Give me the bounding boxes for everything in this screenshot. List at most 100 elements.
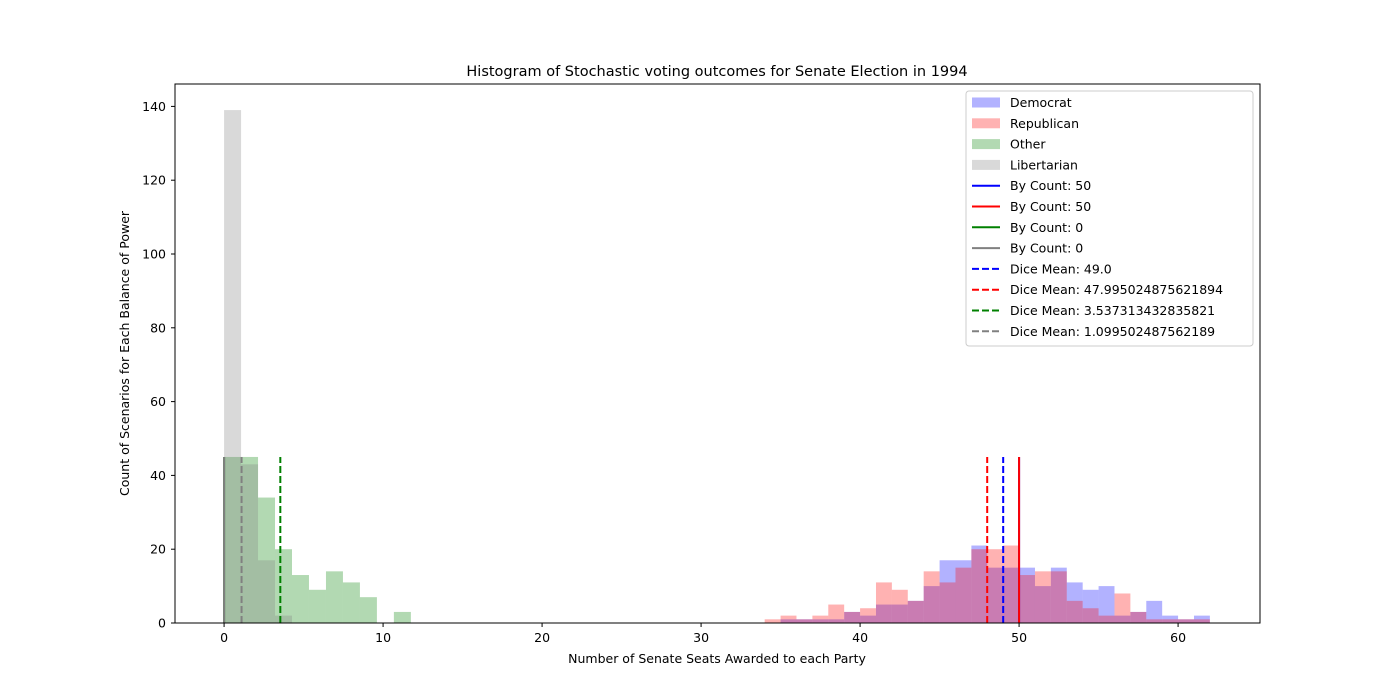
histogram-bar (1003, 567, 1020, 623)
histogram-bar (875, 604, 892, 623)
histogram-bar (1193, 619, 1210, 623)
histogram-bar (1050, 571, 1067, 623)
histogram-bar (955, 560, 972, 623)
y-tick-label: 0 (158, 616, 166, 631)
histogram-bar (1082, 608, 1099, 623)
histogram-bar (891, 604, 908, 623)
histogram-bar (241, 456, 259, 623)
legend-label: By Count: 50 (1010, 199, 1091, 214)
histogram-bar (342, 582, 360, 623)
histogram-bar (796, 619, 813, 623)
legend-swatch (972, 139, 1000, 150)
histogram-bar (1034, 586, 1051, 623)
histogram-bar (1146, 619, 1163, 623)
histogram-bar (907, 600, 924, 623)
legend-label: Libertarian (1010, 157, 1078, 172)
histogram-bar (828, 619, 845, 623)
histogram-bar (224, 110, 242, 623)
y-axis: 0 20 40 60 80 100 120 140 (142, 99, 175, 631)
series-democrat (780, 545, 1210, 623)
histogram-bar (971, 545, 988, 623)
histogram-bar (828, 604, 845, 623)
legend-label: By Count: 0 (1010, 220, 1083, 235)
legend-label: Other (1010, 137, 1046, 152)
histogram-bar (1098, 615, 1115, 623)
x-tick-label: 60 (1170, 630, 1186, 645)
axes-frame (174, 83, 1261, 624)
histogram-bar (844, 611, 861, 623)
x-tick-label: 30 (693, 630, 709, 645)
histogram-bar (258, 560, 276, 623)
x-axis-label: Number of Senate Seats Awarded to each P… (568, 651, 866, 666)
histogram-bar (860, 608, 876, 623)
histogram-bar (1019, 567, 1035, 623)
histogram-bar (987, 567, 1004, 623)
histogram-bar (1066, 582, 1083, 623)
histogram-bar (1130, 611, 1147, 623)
x-tick-label: 0 (220, 630, 228, 645)
y-tick-label: 40 (150, 468, 166, 483)
histogram-bar (1082, 589, 1099, 623)
histogram-bar (1066, 600, 1083, 623)
y-tick-label: 60 (150, 394, 166, 409)
histogram-bar (275, 615, 292, 623)
histogram-bar (1178, 619, 1194, 623)
histogram-bar (275, 549, 292, 623)
y-tick-label: 100 (142, 247, 166, 262)
histogram-bar (955, 567, 972, 623)
histogram-bar (1114, 593, 1131, 623)
histogram-bar (764, 619, 781, 623)
legend-label: Republican (1010, 116, 1079, 131)
histogram-bar (971, 549, 988, 623)
legend-swatch (972, 118, 1000, 129)
histogram-bar (939, 582, 956, 623)
histogram-bar (1130, 611, 1147, 623)
histogram-bar (1098, 586, 1115, 623)
x-tick-label: 50 (1011, 630, 1027, 645)
histogram-bar (224, 456, 242, 623)
histogram-bar (812, 619, 829, 623)
y-tick-label: 120 (142, 173, 166, 188)
histogram-bar (1178, 619, 1194, 623)
histogram-bar (891, 589, 908, 623)
series-republican (764, 545, 1210, 623)
histogram-bar (308, 589, 326, 623)
histogram-bar (812, 615, 829, 623)
y-tick-label: 80 (150, 320, 166, 335)
histogram-bar (292, 575, 309, 623)
legend-label: By Count: 50 (1010, 178, 1091, 193)
histogram-bar (796, 619, 813, 623)
chart-title: Histogram of Stochastic voting outcomes … (466, 64, 967, 80)
histogram-bar (1193, 615, 1210, 623)
legend-swatch (972, 159, 1000, 170)
x-tick-label: 20 (534, 630, 550, 645)
histogram-bar (1003, 545, 1020, 623)
y-axis-label: Count of Scenarios for Each Balance of P… (117, 210, 132, 496)
histogram-bar (258, 497, 276, 623)
x-axis: 0 10 20 30 40 50 60 (220, 623, 1186, 645)
histogram-bar (907, 600, 924, 623)
histogram-bar (923, 571, 940, 623)
histogram-bar (241, 464, 259, 623)
histogram-bar (923, 586, 940, 623)
legend-swatch (972, 97, 1000, 108)
series-libertarian (224, 110, 292, 623)
histogram-bar (987, 549, 1004, 623)
plot-area (223, 110, 1210, 623)
legend-label: Dice Mean: 49.0 (1010, 261, 1112, 276)
legend-label: Dice Mean: 1.099502487562189 (1010, 324, 1215, 339)
histogram-bar (1034, 571, 1051, 623)
series-other (224, 456, 411, 623)
histogram-bar (844, 611, 861, 623)
histogram-bar (860, 615, 876, 623)
histogram-bar (1162, 619, 1179, 623)
legend-label: By Count: 0 (1010, 241, 1083, 256)
y-tick-label: 20 (150, 542, 166, 557)
histogram-bar (1114, 615, 1131, 623)
histogram-bar (1050, 567, 1067, 623)
histogram-bar (1019, 575, 1035, 623)
histogram-bar (359, 597, 377, 623)
legend: Democrat Republican Other Libertarian By Cou… (965, 90, 1254, 347)
histogram-bar (1146, 600, 1163, 623)
